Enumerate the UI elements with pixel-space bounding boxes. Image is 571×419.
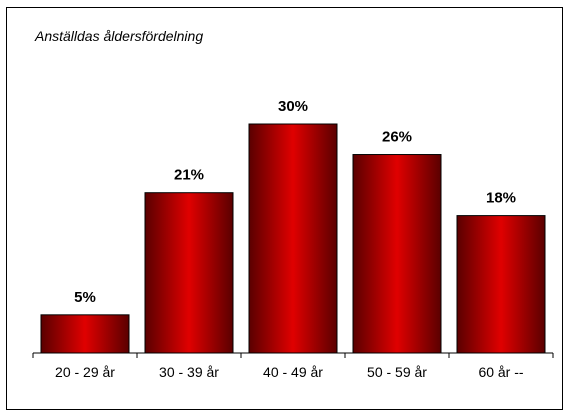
bar-4	[352, 154, 442, 354]
data-label-1: 5%	[74, 289, 96, 306]
chart-frame: Anställdas åldersfördelning 5% 20 - 29 år…	[6, 7, 563, 410]
bar-5	[456, 215, 546, 354]
x-tick-label-3: 40 - 49 år	[263, 364, 323, 380]
ticks-group	[32, 353, 554, 358]
x-tick-label-2: 30 - 39 år	[159, 364, 219, 380]
data-label-2: 21%	[174, 167, 204, 184]
bar-3	[248, 123, 338, 354]
data-label-3: 30%	[278, 98, 308, 115]
labels-group: 5% 20 - 29 år 21% 30 - 39 år 30% 40 - 49 år 26…	[55, 98, 524, 380]
x-tick-label-1: 20 - 29 år	[55, 364, 115, 380]
data-label-4: 26%	[382, 129, 412, 146]
chart-title: Anställdas åldersfördelning	[34, 28, 203, 44]
x-tick-label-5: 60 år --	[478, 364, 523, 380]
data-label-5: 18%	[486, 190, 516, 207]
x-tick-label-4: 50 - 59 år	[367, 364, 427, 380]
bar-2	[144, 192, 234, 354]
bars-group	[40, 123, 546, 354]
chart-svg: Anställdas åldersfördelning 5% 20 - 29 år…	[32, 28, 554, 380]
bar-1	[40, 314, 130, 354]
